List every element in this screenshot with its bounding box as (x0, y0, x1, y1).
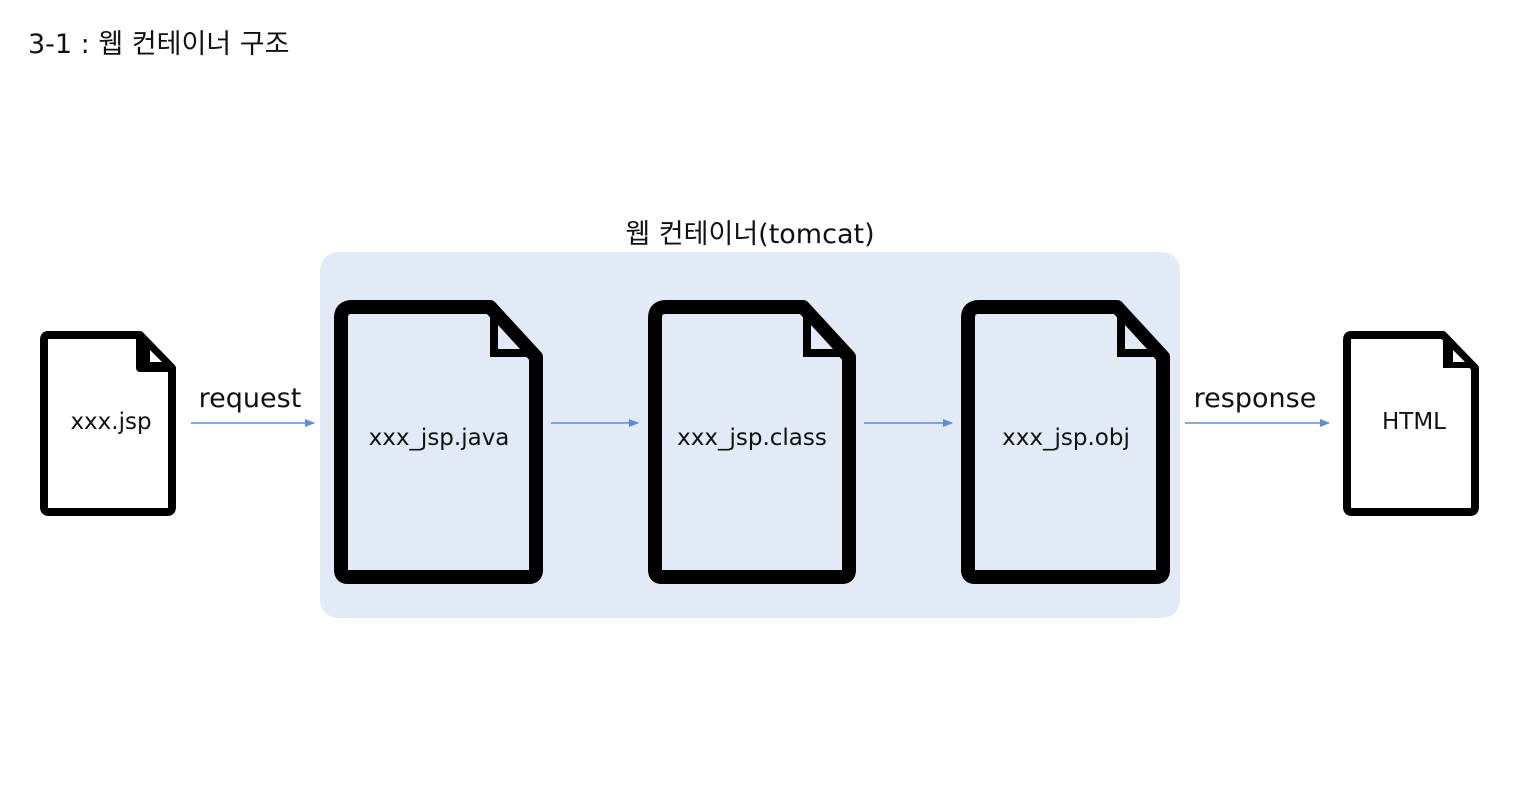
obj-file-label: xxx_jsp.obj (1002, 425, 1130, 451)
class-file-label: xxx_jsp.class (677, 425, 827, 451)
jsp-file-label: xxx.jsp (70, 409, 152, 435)
page-title: 3-1 : 웹 컨테이너 구조 (28, 29, 290, 60)
obj-file-icon (961, 300, 1170, 584)
java-file-label: xxx_jsp.java (368, 425, 510, 451)
web-container-label: 웹 컨테이너(tomcat) (625, 219, 875, 250)
response-label: response (1193, 383, 1317, 414)
class-file-icon (648, 300, 856, 584)
html-file-label: HTML (1381, 409, 1446, 435)
java-file-icon (334, 300, 543, 584)
html-file-icon (1343, 331, 1479, 516)
jsp-file-icon (40, 331, 176, 516)
request-label: request (198, 383, 302, 414)
